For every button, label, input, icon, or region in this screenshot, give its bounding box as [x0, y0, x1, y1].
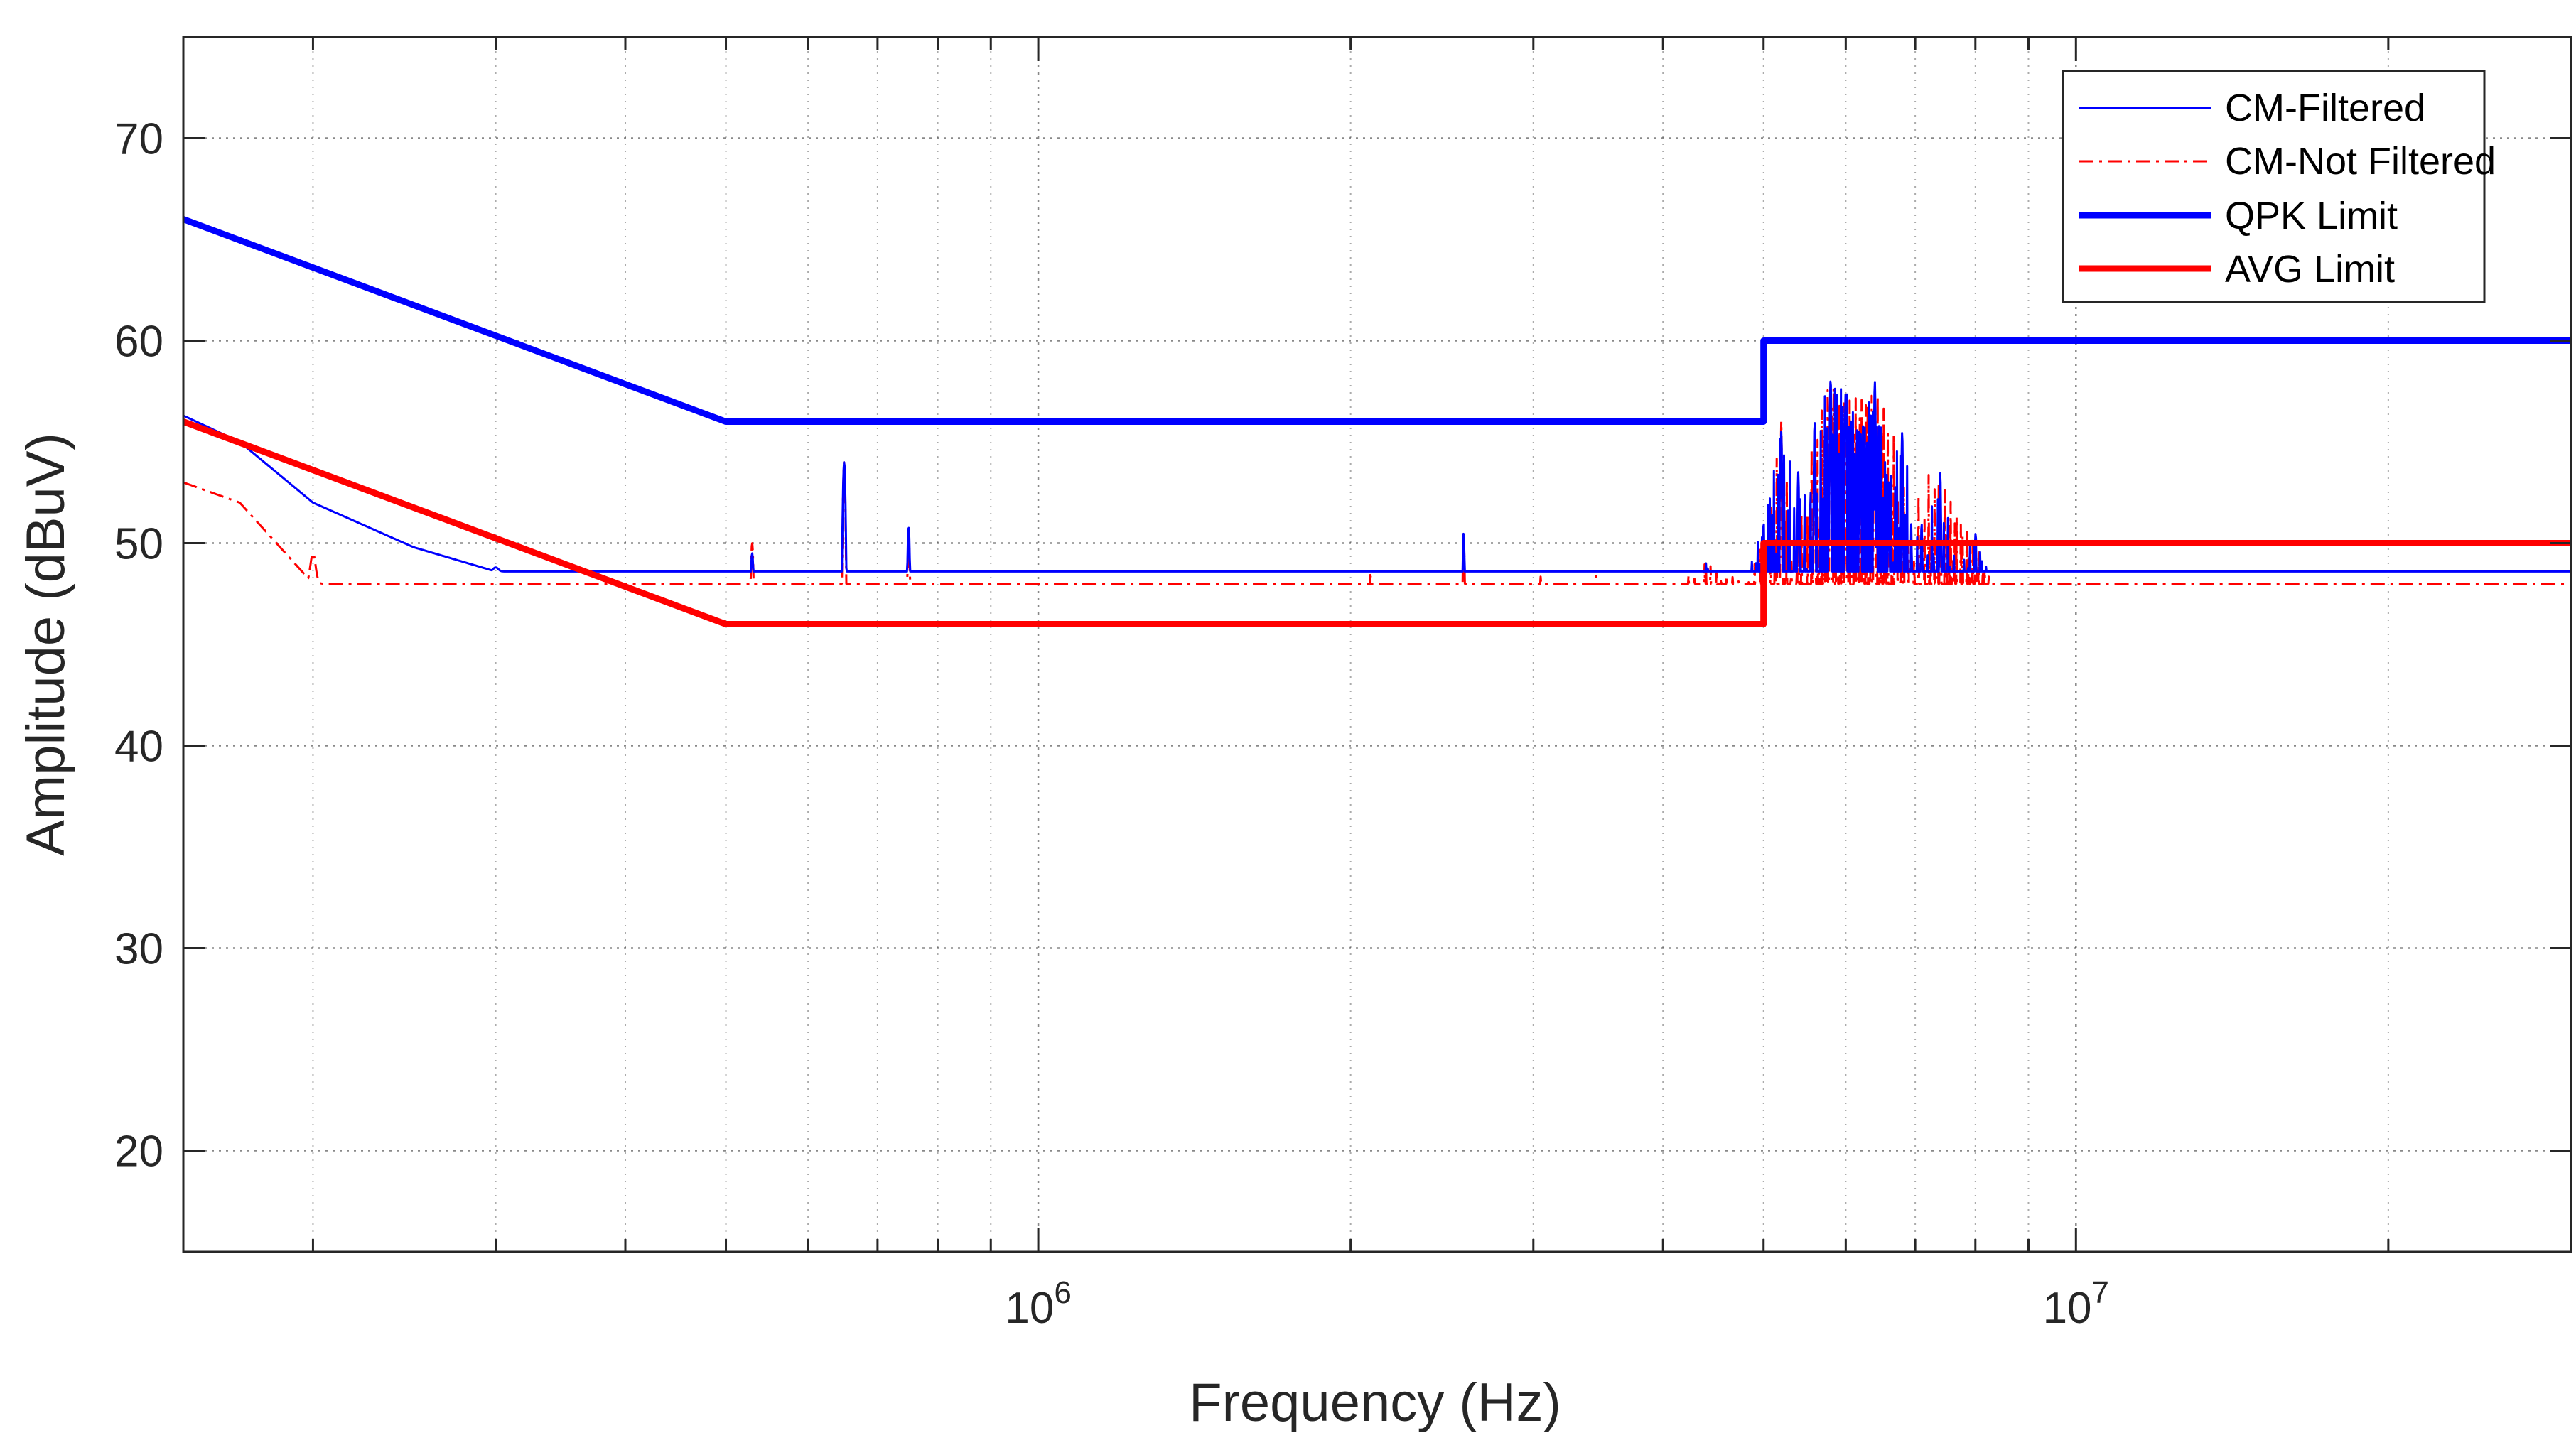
y-tick-label: 40 [114, 723, 163, 772]
legend-label-cm-not-filtered: CM-Not Filtered [2225, 140, 2496, 183]
y-tick-label: 50 [114, 520, 163, 569]
series-avg-limit [183, 418, 2571, 627]
series-group [183, 216, 2571, 627]
legend-label-cm-filtered: CM-Filtered [2225, 87, 2425, 129]
legend: CM-Filtered CM-Not Filtered QPK Limit AV… [2062, 70, 2496, 303]
legend-box [2062, 70, 2486, 303]
series-qpk-limit [183, 216, 2571, 425]
legend-label-qpk-limit: QPK Limit [2225, 195, 2398, 237]
y-tick-label: 20 [114, 1127, 163, 1177]
x-axis-title: Frequency (Hz) [1189, 1373, 1561, 1433]
y-tick-label: 60 [114, 318, 163, 367]
y-axis-title: Amplitude (dBuV) [16, 433, 76, 856]
y-tick-label: 70 [114, 115, 163, 164]
legend-label-avg-limit: AVG Limit [2225, 248, 2395, 291]
y-tick-label: 30 [114, 925, 163, 974]
plot-frame [182, 36, 2572, 1253]
series-cm-not-filtered [183, 381, 2571, 585]
